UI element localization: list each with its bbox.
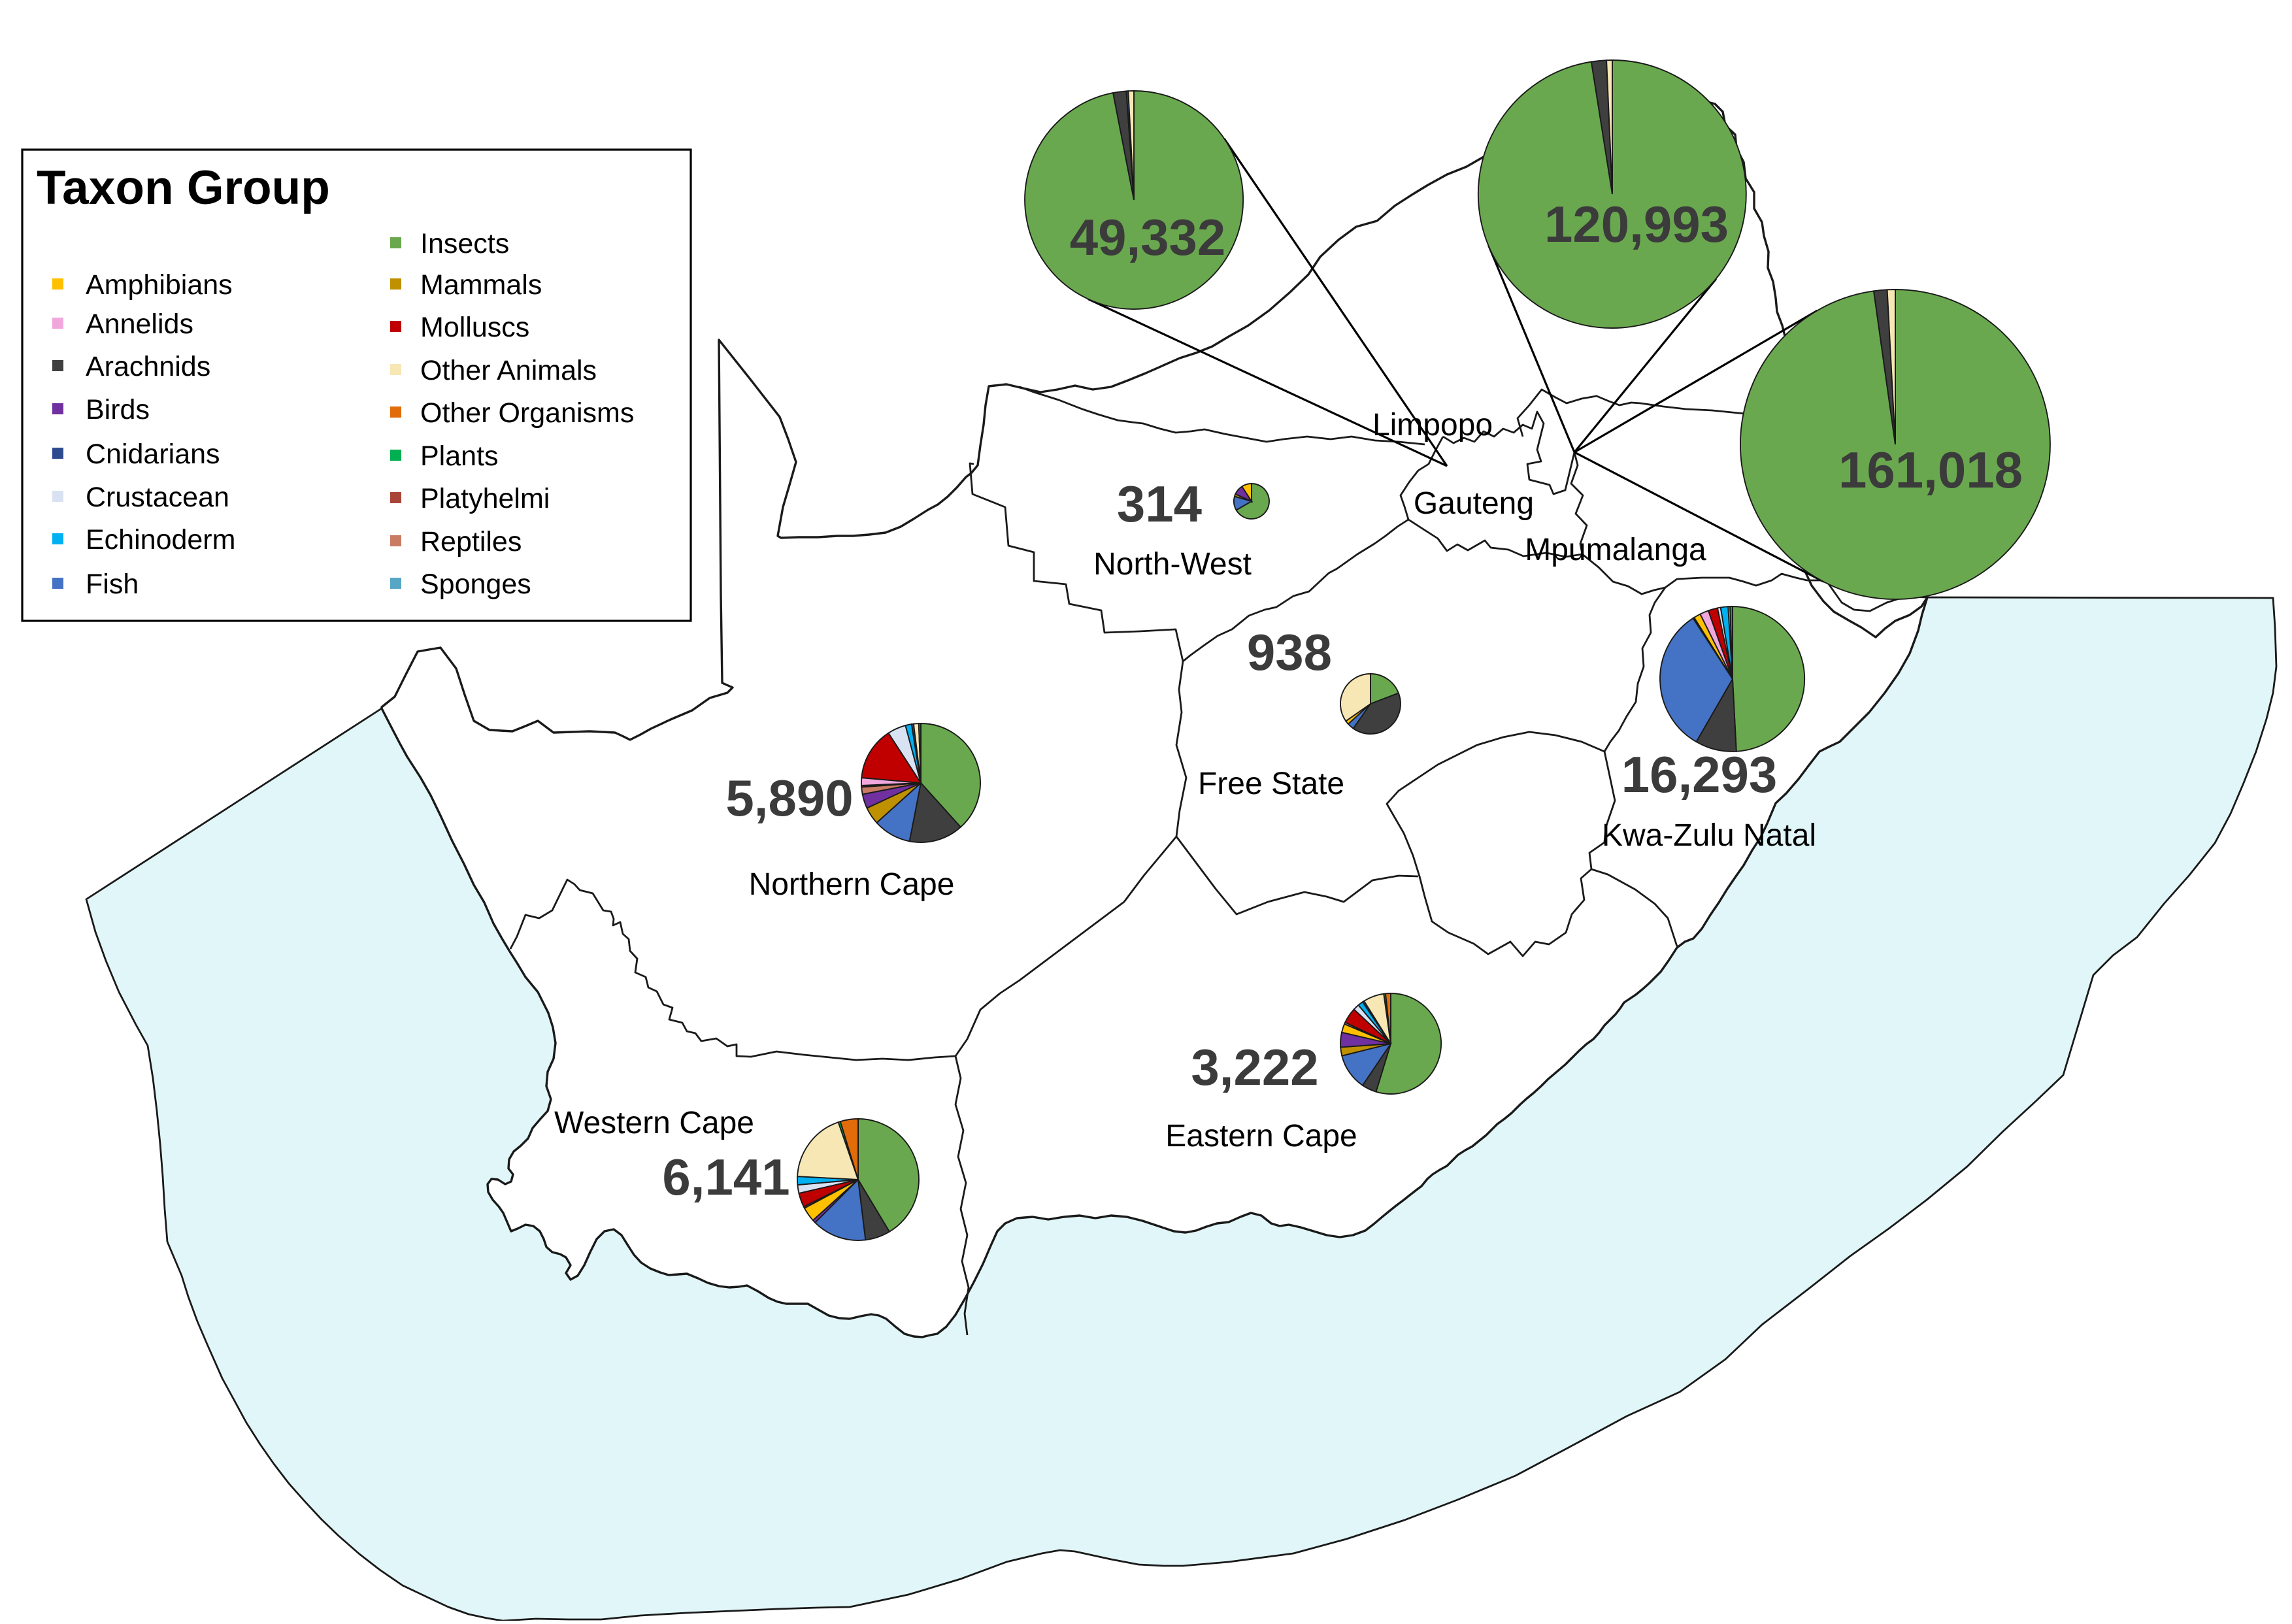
svg-text:Free State: Free State: [1198, 767, 1344, 801]
svg-text:Northern Cape: Northern Cape: [749, 867, 955, 902]
svg-text:Western Cape: Western Cape: [554, 1106, 754, 1140]
svg-text:Insects: Insects: [420, 228, 509, 259]
svg-text:Cnidarians: Cnidarians: [86, 439, 220, 470]
svg-text:Fish: Fish: [86, 569, 139, 600]
svg-text:Reptiles: Reptiles: [420, 526, 522, 557]
svg-text:North-West: North-West: [1093, 547, 1252, 582]
svg-text:Annelids: Annelids: [86, 308, 193, 340]
svg-text:Limpopo: Limpopo: [1372, 408, 1493, 442]
svg-text:Taxon Group: Taxon Group: [37, 161, 330, 214]
svg-text:161,018: 161,018: [1838, 441, 2023, 499]
svg-text:Other Organisms: Other Organisms: [420, 397, 634, 429]
svg-text:Molluscs: Molluscs: [420, 312, 529, 343]
svg-text:Sponges: Sponges: [420, 569, 531, 600]
svg-text:Arachnids: Arachnids: [86, 351, 210, 382]
svg-text:Other Animals: Other Animals: [420, 355, 597, 386]
svg-text:Echinoderm: Echinoderm: [86, 524, 235, 555]
svg-text:Mammals: Mammals: [420, 269, 542, 301]
svg-text:Birds: Birds: [86, 394, 150, 425]
svg-text:16,293: 16,293: [1621, 746, 1778, 803]
svg-text:5,890: 5,890: [725, 769, 853, 827]
svg-text:Kwa-Zulu Natal: Kwa-Zulu Natal: [1602, 818, 1816, 853]
svg-text:Mpumalanga: Mpumalanga: [1525, 533, 1706, 567]
svg-text:120,993: 120,993: [1544, 195, 1729, 253]
svg-text:938: 938: [1247, 623, 1332, 681]
svg-text:Crustacean: Crustacean: [86, 482, 229, 513]
svg-text:Gauteng: Gauteng: [1414, 486, 1534, 521]
svg-text:49,332: 49,332: [1070, 208, 1226, 266]
svg-text:Plants: Plants: [420, 440, 499, 472]
svg-text:314: 314: [1117, 475, 1202, 533]
svg-text:6,141: 6,141: [662, 1148, 789, 1206]
svg-text:Eastern Cape: Eastern Cape: [1165, 1119, 1357, 1153]
svg-text:Platyhelmi: Platyhelmi: [420, 483, 550, 514]
svg-text:Amphibians: Amphibians: [86, 269, 233, 301]
svg-text:3,222: 3,222: [1191, 1038, 1318, 1096]
